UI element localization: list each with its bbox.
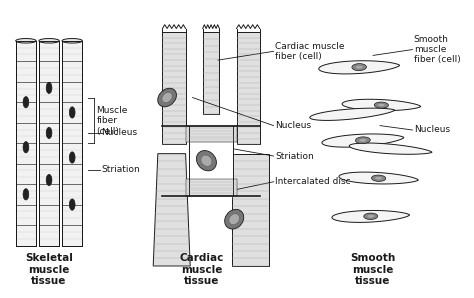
Ellipse shape <box>372 175 386 181</box>
Ellipse shape <box>359 138 367 142</box>
Ellipse shape <box>69 107 75 118</box>
Ellipse shape <box>23 189 29 200</box>
Ellipse shape <box>46 82 52 94</box>
Ellipse shape <box>355 65 363 69</box>
Ellipse shape <box>374 102 389 108</box>
Polygon shape <box>232 154 269 266</box>
Text: Smooth
muscle
tissue: Smooth muscle tissue <box>350 253 396 286</box>
Polygon shape <box>203 32 219 114</box>
Ellipse shape <box>46 127 52 139</box>
Text: Cardiac muscle
fiber (cell): Cardiac muscle fiber (cell) <box>275 42 345 61</box>
Ellipse shape <box>39 38 59 43</box>
Polygon shape <box>349 143 432 154</box>
Text: Striation: Striation <box>275 151 314 161</box>
Text: Nucleus: Nucleus <box>101 128 137 137</box>
Ellipse shape <box>352 63 366 71</box>
Text: Smooth
muscle
fiber (cell): Smooth muscle fiber (cell) <box>414 35 461 64</box>
Ellipse shape <box>23 97 29 108</box>
Ellipse shape <box>158 88 176 107</box>
Polygon shape <box>342 99 420 111</box>
Polygon shape <box>153 154 190 266</box>
Ellipse shape <box>377 103 385 107</box>
Ellipse shape <box>69 199 75 210</box>
Ellipse shape <box>356 137 370 144</box>
Ellipse shape <box>225 209 244 229</box>
Ellipse shape <box>46 174 52 186</box>
Text: Skeletal
muscle
tissue: Skeletal muscle tissue <box>25 253 73 286</box>
Polygon shape <box>310 108 395 120</box>
Ellipse shape <box>374 176 383 180</box>
Ellipse shape <box>69 152 75 163</box>
Text: Nucleus: Nucleus <box>414 125 450 134</box>
Polygon shape <box>163 32 186 144</box>
Ellipse shape <box>364 213 378 220</box>
Text: Cardiac
muscle
tissue: Cardiac muscle tissue <box>180 253 224 286</box>
Text: Muscle
fiber
(cell): Muscle fiber (cell) <box>96 106 128 136</box>
Polygon shape <box>186 179 237 196</box>
Ellipse shape <box>23 142 29 153</box>
Polygon shape <box>186 125 237 142</box>
Polygon shape <box>332 210 410 222</box>
Ellipse shape <box>201 155 212 166</box>
Polygon shape <box>319 61 400 74</box>
Ellipse shape <box>62 38 82 43</box>
Ellipse shape <box>16 38 36 43</box>
Bar <box>16 41 36 246</box>
Text: Nucleus: Nucleus <box>275 121 311 130</box>
Polygon shape <box>322 134 404 147</box>
Text: Striation: Striation <box>101 165 140 174</box>
Ellipse shape <box>196 150 217 171</box>
Ellipse shape <box>367 215 374 218</box>
Ellipse shape <box>229 214 239 225</box>
Polygon shape <box>339 172 419 184</box>
Bar <box>62 41 82 246</box>
Bar <box>39 41 59 246</box>
Bar <box>189 125 233 196</box>
Polygon shape <box>237 32 260 144</box>
Ellipse shape <box>162 92 172 103</box>
Text: Intercalated disc: Intercalated disc <box>275 177 351 186</box>
